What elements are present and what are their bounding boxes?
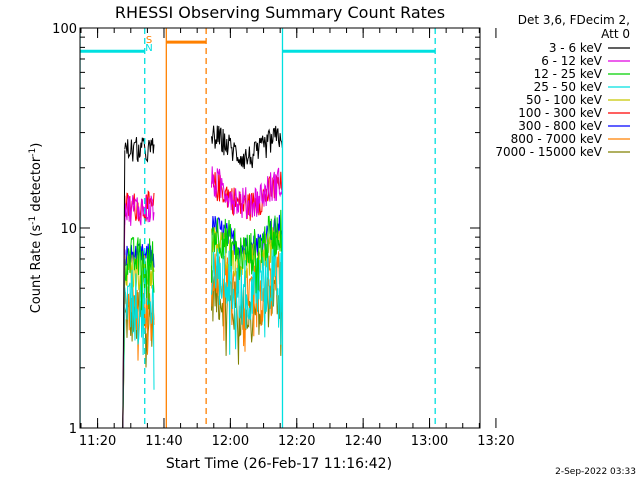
timestamp: 2-Sep-2022 03:33 — [555, 467, 636, 477]
y-axis: 1 10 100 — [52, 22, 480, 437]
legend-header-line: Att 0 — [601, 27, 630, 41]
legend-header: Det 3,6, FDecim 2, Att 0 — [518, 13, 630, 41]
y-tick-label: 1 — [69, 422, 77, 437]
flag-label: S — [146, 35, 152, 46]
x-tick-label: 12:20 — [278, 434, 315, 449]
series-line-0 — [122, 125, 283, 428]
legend-label: 25 - 50 keV — [534, 80, 603, 94]
x-tick-label: 12:40 — [344, 434, 381, 449]
legend-label: 7000 - 15000 keV — [495, 145, 602, 159]
x-axis: 11:20 11:40 12:00 12:20 12:40 13:00 13:20 — [79, 28, 515, 449]
plot-clip-group — [80, 28, 436, 428]
flag-label: N — [145, 43, 152, 54]
plot-area: SN — [79, 27, 481, 429]
y-tick-label: 10 — [60, 222, 77, 237]
legend-label: 3 - 6 keV — [549, 41, 603, 55]
x-tick-label: 12:00 — [212, 434, 249, 449]
legend-label: 300 - 800 keV — [518, 119, 602, 133]
x-tick-label: 13:00 — [411, 434, 448, 449]
chart-title: RHESSI Observing Summary Count Rates — [115, 3, 445, 22]
y-tick-label: 100 — [52, 22, 77, 37]
legend-label: 12 - 25 keV — [534, 67, 603, 81]
legend-label: 100 - 300 keV — [518, 106, 602, 120]
x-tick-label: 13:20 — [477, 434, 514, 449]
legend-header-line: Det 3,6, FDecim 2, — [518, 13, 630, 27]
legend-label: 50 - 100 keV — [526, 93, 603, 107]
x-tick-label: 11:20 — [79, 434, 116, 449]
x-axis-label: Start Time (26-Feb-17 11:16:42) — [166, 456, 392, 472]
legend-label: 6 - 12 keV — [541, 54, 603, 68]
legend-label: 800 - 7000 keV — [511, 132, 603, 146]
y-axis-label: Count Rate (s-1 detector-1) — [28, 143, 44, 314]
x-tick-label: 11:40 — [145, 434, 182, 449]
